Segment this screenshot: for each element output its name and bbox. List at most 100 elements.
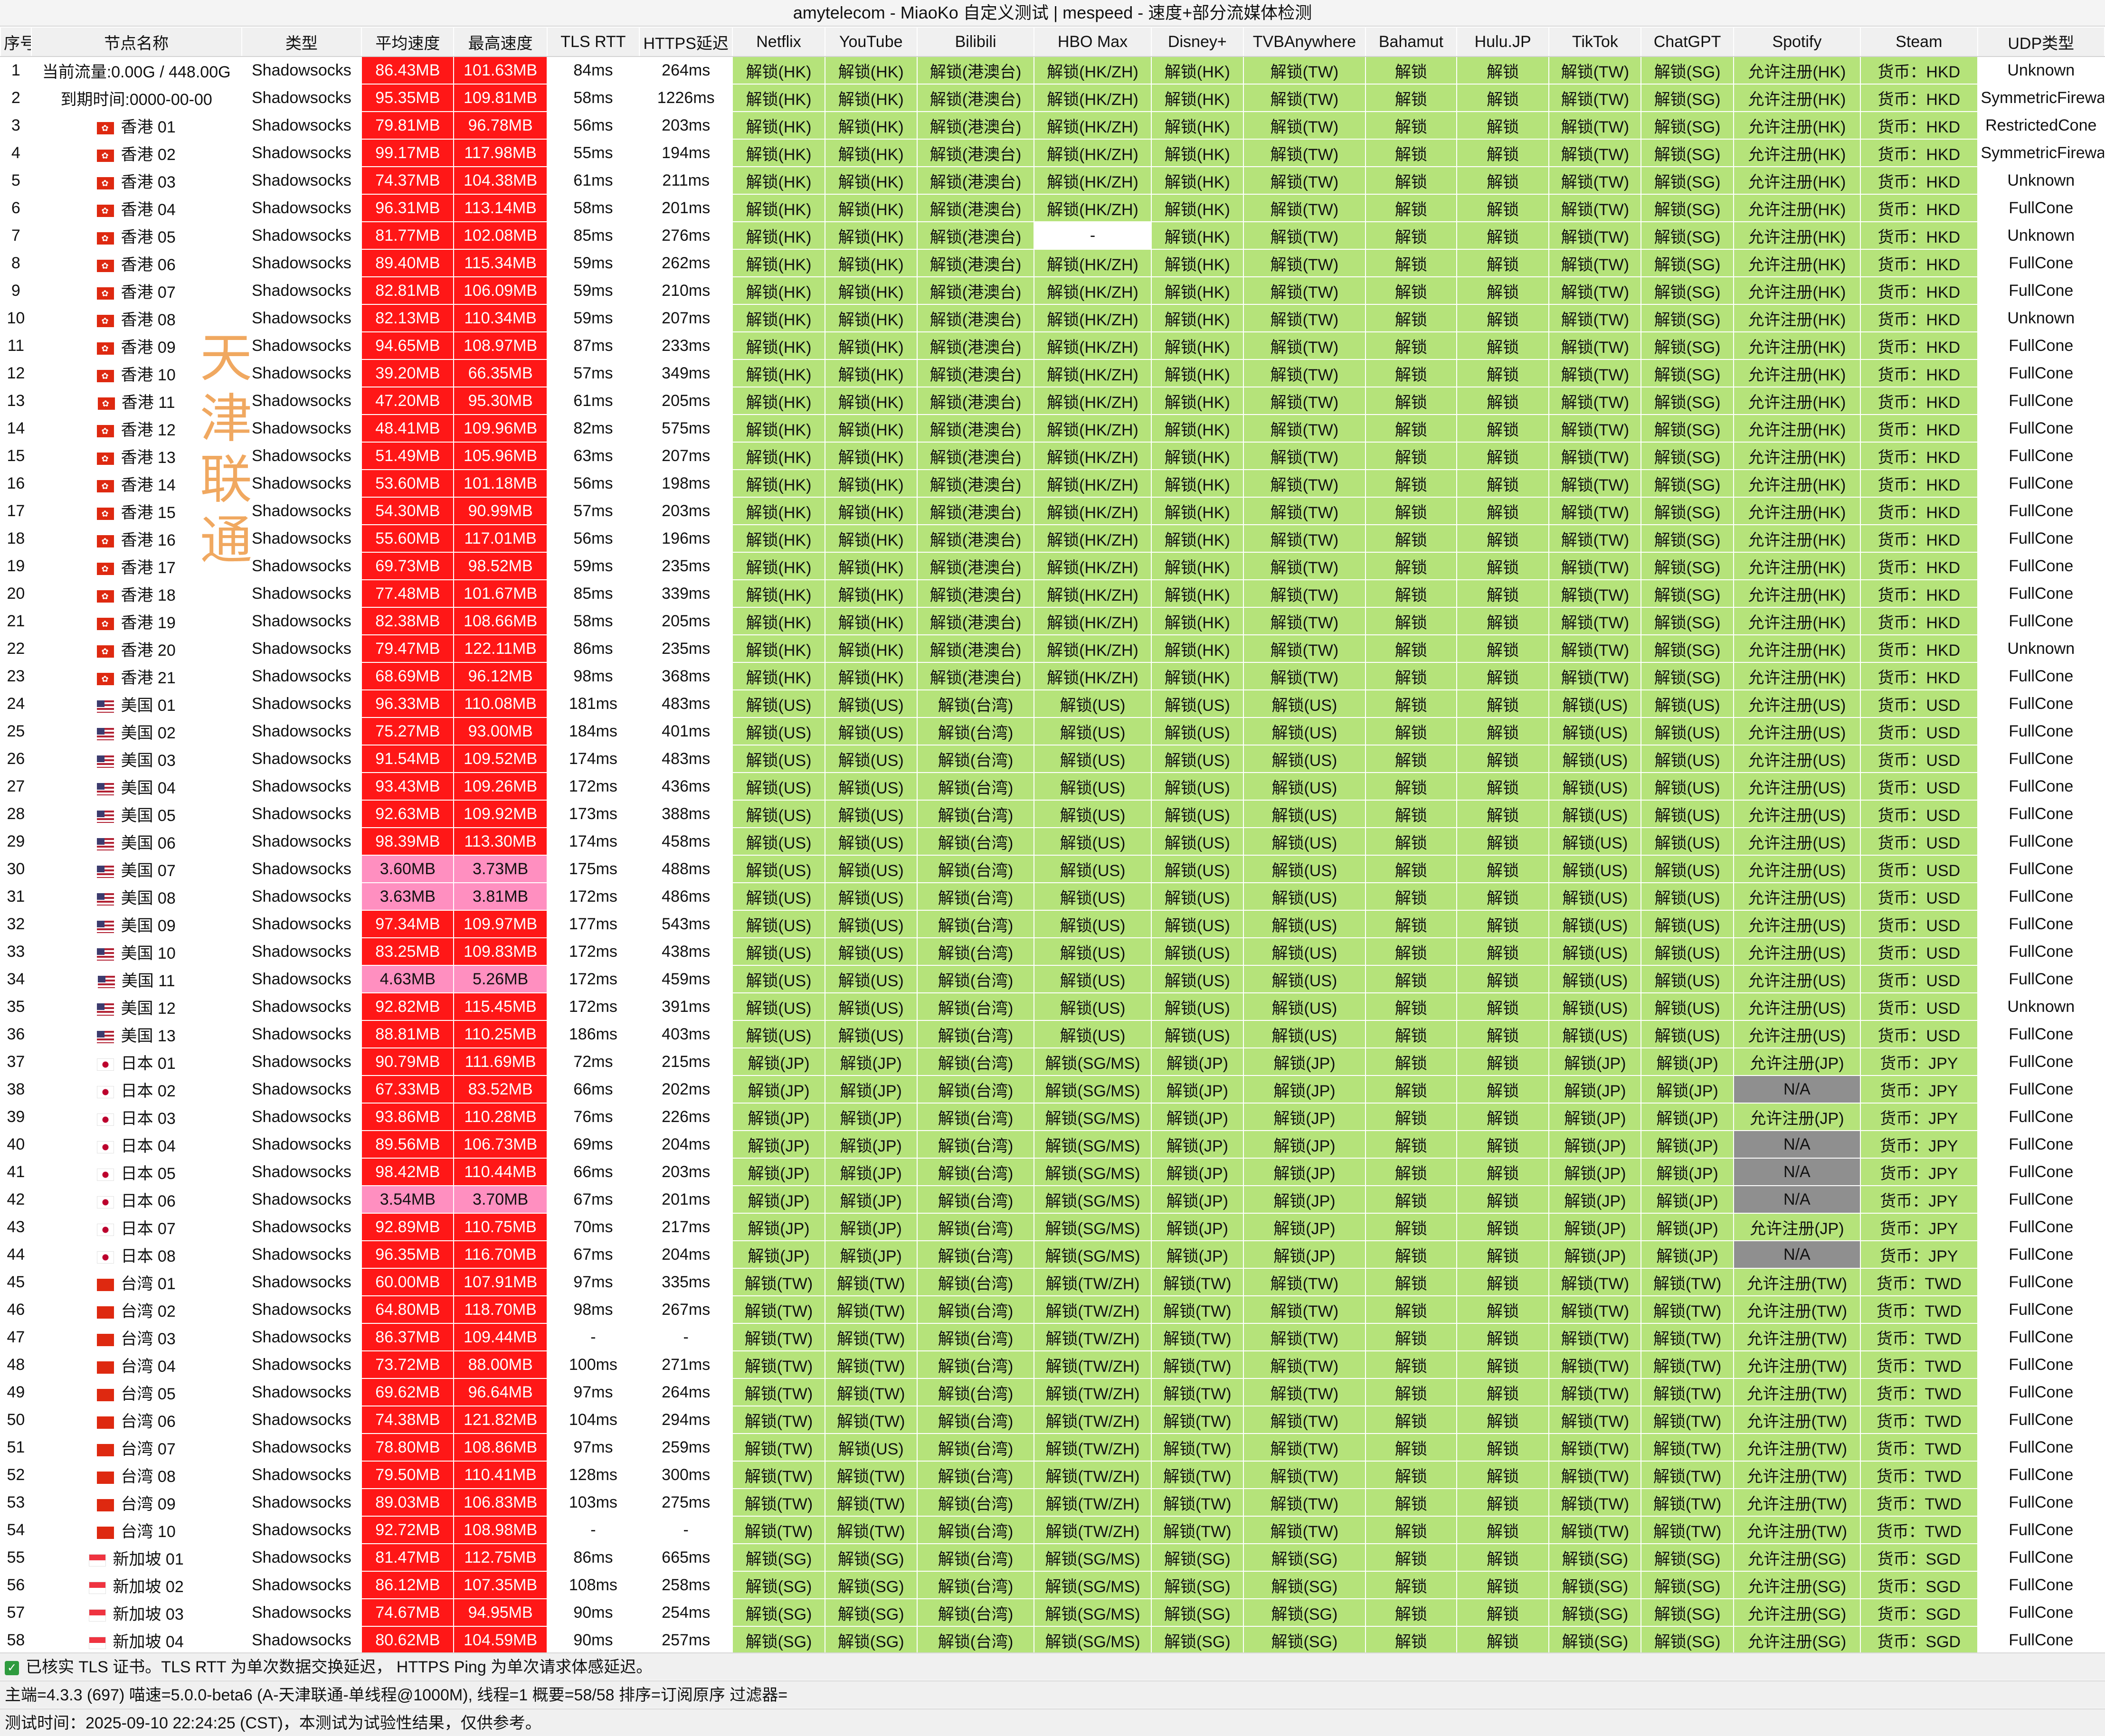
table-row[interactable]: 35 美国 12 Shadowsocks 92.82MB 115.45MB 172ms 39…: [0, 992, 2105, 1021]
table-row[interactable]: 49 台湾 05 Shadowsocks 69.62MB 96.64MB 97ms 264m…: [0, 1378, 2105, 1406]
table-row[interactable]: 34 美国 11 Shadowsocks 4.63MB 5.26MB 172ms 459ms…: [0, 965, 2105, 993]
table-row[interactable]: 1 当前流量:0.00G / 448.00G Shadowsocks 86.43MB 1…: [0, 56, 2105, 85]
https-latency-cell: 205ms: [639, 607, 733, 635]
table-row[interactable]: 24 美国 01 Shadowsocks 96.33MB 110.08MB 181ms 48…: [0, 689, 2105, 718]
table-row[interactable]: 20 香港 18 Shadowsocks77.48MB101.67MB85ms339…: [0, 579, 2105, 608]
table-row[interactable]: 44 日本 08 Shadowsocks 96.35MB 116.70MB 67ms 204…: [0, 1240, 2105, 1269]
column-header[interactable]: TikTok: [1548, 27, 1642, 57]
node-name-cell: 香港 16: [30, 524, 242, 553]
column-header[interactable]: 平均速度: [361, 27, 455, 57]
column-header[interactable]: YouTube: [824, 27, 918, 57]
column-header[interactable]: Netflix: [732, 27, 825, 57]
table-row[interactable]: 8 香港 06 Shadowsocks89.40MB115.34MB59ms262m…: [0, 249, 2105, 277]
column-header[interactable]: Bilibili: [916, 27, 1035, 57]
table-row[interactable]: 29 美国 06 Shadowsocks 98.39MB 113.30MB 174ms 45…: [0, 827, 2105, 856]
table-row[interactable]: 37 日本 01 Shadowsocks 90.79MB 111.69MB 72ms 215…: [0, 1047, 2105, 1076]
table-row[interactable]: 10 香港 08 Shadowsocks82.13MB110.34MB59ms207…: [0, 304, 2105, 332]
table-row[interactable]: 12 香港 10 Shadowsocks39.20MB66.35MB57ms349m…: [0, 359, 2105, 387]
table-row[interactable]: 11 香港 09 Shadowsocks94.65MB108.97MB87ms233…: [0, 331, 2105, 360]
table-row[interactable]: 36 美国 13 Shadowsocks 88.81MB 110.25MB 186ms 40…: [0, 1020, 2105, 1048]
node-name-text: 香港 01: [121, 118, 176, 136]
chatgpt-cell: 解锁(SG): [1640, 607, 1734, 635]
table-row[interactable]: 6 香港 04 Shadowsocks96.31MB113.14MB58ms201m…: [0, 194, 2105, 222]
table-row[interactable]: 40 日本 04 Shadowsocks 89.56MB 106.73MB 69ms 204…: [0, 1130, 2105, 1159]
table-row[interactable]: 16 香港 14 Shadowsocks53.60MB101.18MB56ms198…: [0, 469, 2105, 498]
table-row[interactable]: 19 香港 17 Shadowsocks69.73MB98.52MB59ms235m…: [0, 552, 2105, 580]
table-row[interactable]: 47 台湾 03 Shadowsocks 86.37MB 109.44MB - - 解锁(TW…: [0, 1323, 2105, 1351]
table-row[interactable]: 14 香港 12 Shadowsocks48.41MB109.96MB82ms575…: [0, 414, 2105, 443]
hulu-jp-cell: 解锁: [1456, 1295, 1550, 1324]
column-header[interactable]: Steam: [1860, 27, 1978, 57]
column-header[interactable]: TLS RTT: [546, 27, 640, 57]
tvbanywhere-cell: 解锁(TW): [1242, 1295, 1366, 1324]
column-header[interactable]: TVBAnywhere: [1242, 27, 1366, 57]
table-row[interactable]: 39 日本 03 Shadowsocks 93.86MB 110.28MB 76ms 226…: [0, 1103, 2105, 1131]
table-row[interactable]: 22 香港 20 Shadowsocks79.47MB122.11MB86ms235…: [0, 634, 2105, 663]
column-header[interactable]: Hulu.JP: [1456, 27, 1550, 57]
table-row[interactable]: 33 美国 10 Shadowsocks 83.25MB 109.83MB 172ms 43…: [0, 937, 2105, 966]
table-row[interactable]: 51 台湾 07 Shadowsocks 78.80MB 108.86MB 97ms 259…: [0, 1433, 2105, 1462]
chatgpt-cell: 解锁(TW): [1640, 1295, 1734, 1324]
table-row[interactable]: 30 美国 07 Shadowsocks 3.60MB 3.73MB 175ms 488ms…: [0, 855, 2105, 883]
table-row[interactable]: 2 到期时间:0000-00-00 Shadowsocks 95.35MB 109.81…: [0, 84, 2105, 112]
table-row[interactable]: 43 日本 07 Shadowsocks 92.89MB 110.75MB 70ms 217…: [0, 1213, 2105, 1241]
spotify-cell: 允许注册(US): [1733, 965, 1861, 993]
table-row[interactable]: 31 美国 08 Shadowsocks 3.63MB 3.81MB 172ms 486ms…: [0, 882, 2105, 911]
table-row[interactable]: 5 香港 03 Shadowsocks74.37MB104.38MB61ms211m…: [0, 166, 2105, 195]
table-row[interactable]: 17 香港 15 Shadowsocks54.30MB90.99MB57ms203m…: [0, 497, 2105, 525]
column-header[interactable]: Spotify: [1733, 27, 1861, 57]
avg-speed-cell: 4.63MB: [361, 965, 455, 993]
table-row[interactable]: 41 日本 05 Shadowsocks 98.42MB 110.44MB 66ms 203…: [0, 1158, 2105, 1186]
table-row[interactable]: 46 台湾 02 Shadowsocks 64.80MB 118.70MB 98ms 267…: [0, 1295, 2105, 1324]
hbo-max-cell: 解锁(HK/ZH): [1034, 442, 1152, 470]
column-header[interactable]: HBO Max: [1034, 27, 1152, 57]
table-row[interactable]: 9 香港 07 Shadowsocks82.81MB106.09MB59ms210m…: [0, 276, 2105, 305]
tvbanywhere-cell: 解锁(TW): [1242, 276, 1366, 305]
column-header[interactable]: UDP类型: [1977, 27, 2105, 57]
column-header[interactable]: ChatGPT: [1640, 27, 1734, 57]
table-row[interactable]: 15 香港 13 Shadowsocks51.49MB105.96MB63ms207…: [0, 442, 2105, 470]
column-header[interactable]: HTTPS延迟: [639, 27, 733, 57]
table-row[interactable]: 21 香港 19 Shadowsocks82.38MB108.66MB58ms205…: [0, 607, 2105, 635]
table-row[interactable]: 13 香港 11 Shadowsocks47.20MB95.30MB61ms205m…: [0, 387, 2105, 415]
table-row[interactable]: 25 美国 02 Shadowsocks 75.27MB 93.00MB 184ms 401…: [0, 717, 2105, 745]
results-body: 1 当前流量:0.00G / 448.00G Shadowsocks 86.43MB 1…: [0, 56, 2105, 1654]
table-row[interactable]: 55 新加坡 01 Shadowsocks 81.47MB 112.75MB 86ms 66…: [0, 1543, 2105, 1572]
table-row[interactable]: 52 台湾 08 Shadowsocks 79.50MB 110.41MB 128ms 30…: [0, 1461, 2105, 1489]
table-row[interactable]: 23 香港 21 Shadowsocks68.69MB96.12MB98ms368m…: [0, 662, 2105, 690]
column-header[interactable]: 节点名称: [30, 27, 242, 57]
column-header[interactable]: 类型: [241, 27, 362, 57]
spotify-cell: 允许注册(TW): [1733, 1323, 1861, 1351]
column-header[interactable]: 最高速度: [453, 27, 548, 57]
table-row[interactable]: 48 台湾 04 Shadowsocks 73.72MB 88.00MB 100ms 271…: [0, 1350, 2105, 1379]
tvbanywhere-cell: 解锁(US): [1242, 827, 1366, 856]
flag-hk-icon: [97, 259, 114, 272]
steam-cell: 货币：SGD: [1860, 1598, 1978, 1627]
type-cell: Shadowsocks: [241, 717, 362, 745]
table-row[interactable]: 53 台湾 09 Shadowsocks 89.03MB 106.83MB 103ms 27…: [0, 1488, 2105, 1517]
table-row[interactable]: 27 美国 04 Shadowsocks 93.43MB 109.26MB 172ms 43…: [0, 772, 2105, 801]
table-row[interactable]: 57 新加坡 03 Shadowsocks 74.67MB 94.95MB 90ms 254…: [0, 1598, 2105, 1627]
column-header[interactable]: Bahamut: [1365, 27, 1458, 57]
table-row[interactable]: 3 香港 01 Shadowsocks79.81MB96.78MB56ms203ms…: [0, 111, 2105, 140]
tiktok-cell: 解锁(SG): [1548, 1543, 1642, 1572]
table-row[interactable]: 28 美国 05 Shadowsocks 92.63MB 109.92MB 173ms 38…: [0, 800, 2105, 828]
table-row[interactable]: 18 香港 16 Shadowsocks55.60MB117.01MB56ms196…: [0, 524, 2105, 553]
table-row[interactable]: 4 香港 02 Shadowsocks99.17MB117.98MB55ms194m…: [0, 139, 2105, 167]
table-row[interactable]: 58 新加坡 04 Shadowsocks 80.62MB 104.59MB 90ms 25…: [0, 1626, 2105, 1654]
netflix-cell: 解锁(HK): [732, 469, 825, 498]
table-row[interactable]: 38 日本 02 Shadowsocks 67.33MB 83.52MB 66ms 202m…: [0, 1075, 2105, 1104]
chatgpt-cell: 解锁(SG): [1640, 634, 1734, 663]
table-row[interactable]: 26 美国 03 Shadowsocks 91.54MB 109.52MB 174ms 48…: [0, 745, 2105, 773]
column-header[interactable]: Disney+: [1150, 27, 1244, 57]
table-row[interactable]: 50 台湾 06 Shadowsocks 74.38MB 121.82MB 104ms 29…: [0, 1406, 2105, 1434]
type-cell: Shadowsocks: [241, 579, 362, 608]
table-row[interactable]: 42 日本 06 Shadowsocks 3.54MB 3.70MB 67ms 201ms 解…: [0, 1185, 2105, 1214]
table-row[interactable]: 45 台湾 01 Shadowsocks 60.00MB 107.91MB 97ms 335…: [0, 1268, 2105, 1296]
table-row[interactable]: 56 新加坡 02 Shadowsocks 86.12MB 107.35MB 108ms 2…: [0, 1571, 2105, 1599]
table-row[interactable]: 54 台湾 10 Shadowsocks 92.72MB 108.98MB - - 解锁(TW…: [0, 1516, 2105, 1544]
bilibili-cell: 解锁(港澳台): [916, 524, 1035, 553]
table-row[interactable]: 32 美国 09 Shadowsocks 97.34MB 109.97MB 177ms 54…: [0, 910, 2105, 938]
column-header[interactable]: 序号: [0, 27, 32, 57]
table-row[interactable]: 7 香港 05 Shadowsocks81.77MB102.08MB85ms276m…: [0, 221, 2105, 250]
